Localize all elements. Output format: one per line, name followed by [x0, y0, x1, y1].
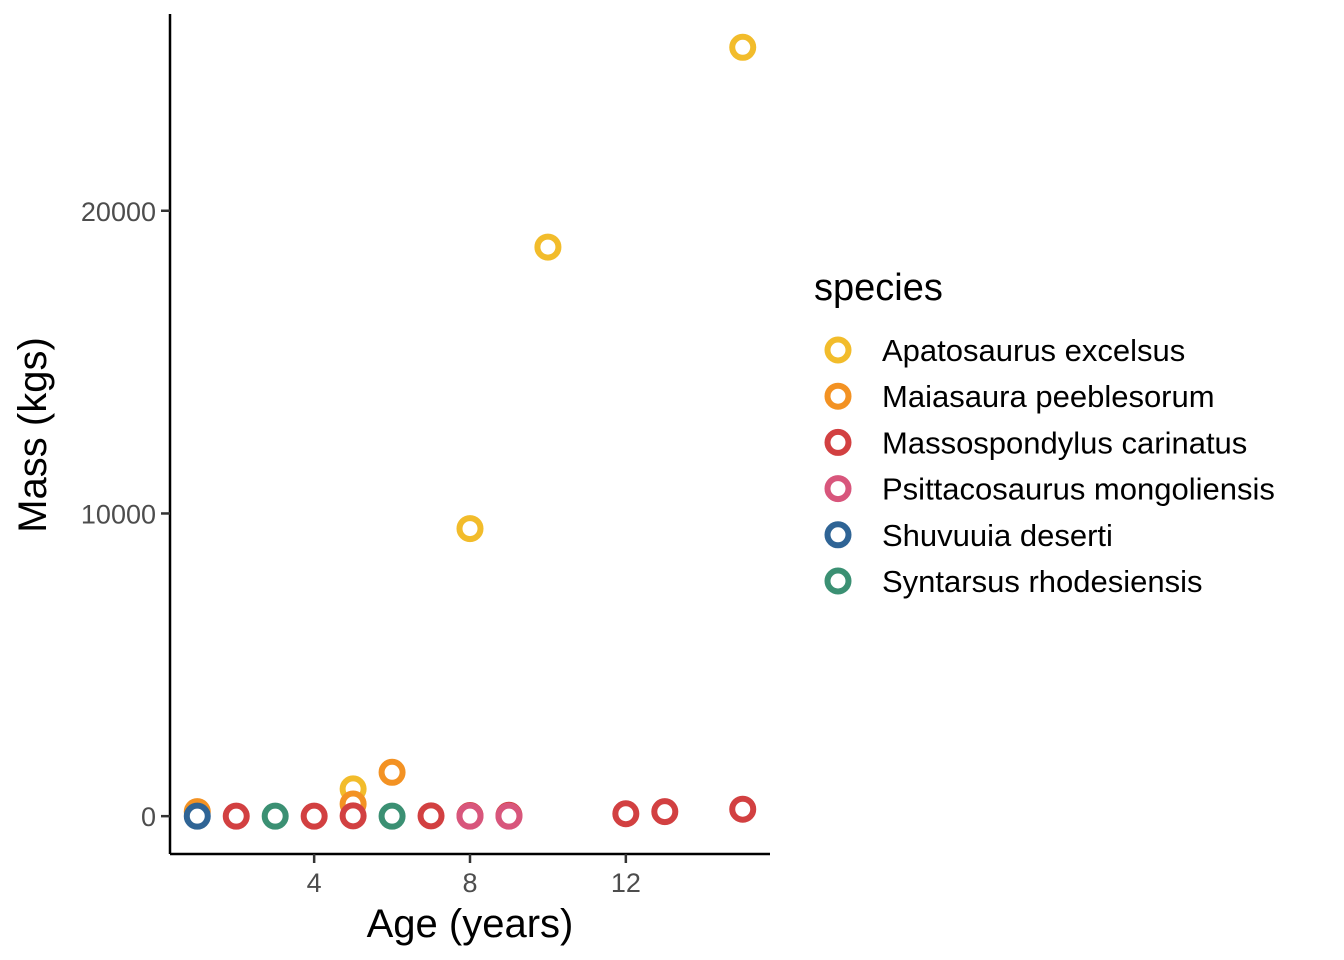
- data-point: [222, 802, 250, 830]
- axes: [168, 14, 770, 856]
- legend-item: Shuvuuia deserti: [824, 518, 1113, 553]
- data-point: [534, 233, 562, 261]
- data-point: [339, 802, 367, 830]
- data-point: [183, 802, 211, 830]
- legend-item: Massospondylus carinatus: [824, 425, 1247, 460]
- data-point: [729, 33, 757, 61]
- legend-key: [824, 521, 852, 549]
- legend-title: species: [814, 267, 943, 309]
- legend-item: Apatosaurus excelsus: [824, 333, 1185, 368]
- y-tick-label: 0: [141, 802, 156, 832]
- data-point: [261, 802, 289, 830]
- legend-key: [824, 428, 852, 456]
- x-axis-ticks: 4 8 12: [307, 854, 641, 898]
- data-point: [300, 802, 328, 830]
- data-point: [729, 795, 757, 823]
- y-axis-title: Mass (kgs): [11, 337, 55, 533]
- legend: species Apatosaurus excelsus Maiasaura pe…: [814, 267, 1275, 599]
- data-point: [651, 798, 679, 826]
- legend-key: [824, 475, 852, 503]
- data-points: [183, 33, 757, 830]
- x-tick-label: 12: [611, 868, 641, 898]
- y-tick-label: 10000: [81, 499, 156, 529]
- data-point: [378, 802, 406, 830]
- legend-label: Massospondylus carinatus: [882, 425, 1247, 460]
- x-tick-label: 4: [307, 868, 322, 898]
- data-point: [612, 800, 640, 828]
- data-point: [456, 515, 484, 543]
- x-axis-title: Age (years): [367, 902, 574, 946]
- legend-label: Psittacosaurus mongoliensis: [882, 472, 1275, 507]
- legend-item: Maiasaura peeblesorum: [824, 379, 1215, 414]
- legend-label: Shuvuuia deserti: [882, 518, 1113, 553]
- legend-key: [824, 336, 852, 364]
- legend-label: Apatosaurus excelsus: [882, 333, 1185, 368]
- legend-item: Psittacosaurus mongoliensis: [824, 472, 1275, 507]
- legend-key: [824, 382, 852, 410]
- y-axis-ticks: 0 10000 20000: [81, 197, 170, 832]
- legend-items: Apatosaurus excelsus Maiasaura peeblesoru…: [824, 333, 1275, 599]
- data-point: [378, 758, 406, 786]
- legend-key: [824, 567, 852, 595]
- y-tick-label: 20000: [81, 197, 156, 227]
- legend-item: Syntarsus rhodesiensis: [824, 564, 1203, 599]
- data-point: [495, 802, 523, 830]
- data-point: [456, 802, 484, 830]
- data-point: [417, 802, 445, 830]
- legend-label: Syntarsus rhodesiensis: [882, 564, 1203, 599]
- legend-label: Maiasaura peeblesorum: [882, 379, 1215, 414]
- x-tick-label: 8: [462, 868, 477, 898]
